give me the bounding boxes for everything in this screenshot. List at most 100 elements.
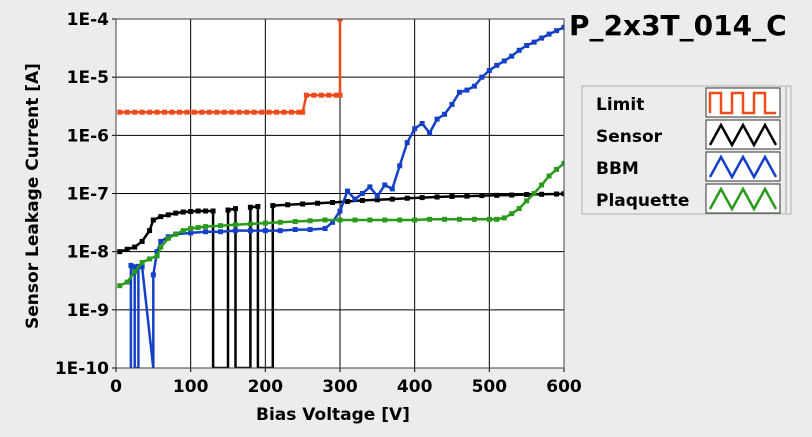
data-point: [232, 222, 238, 228]
data-point: [352, 196, 358, 202]
data-point: [199, 109, 205, 115]
data-point: [494, 216, 500, 222]
data-point: [337, 217, 343, 223]
data-point: [479, 193, 485, 199]
data-point: [154, 249, 160, 255]
data-point: [124, 279, 130, 285]
legend: Limit Sensor BBM Plaquette: [581, 85, 792, 215]
data-point: [307, 218, 313, 224]
data-point: [554, 28, 560, 34]
data-point: [397, 163, 403, 169]
chart-title: P_2x3T_014_C: [569, 9, 787, 42]
data-point: [262, 228, 268, 234]
data-point: [531, 39, 537, 45]
data-point: [255, 203, 261, 209]
data-point: [266, 109, 272, 115]
data-point: [300, 109, 306, 115]
data-point: [281, 109, 287, 115]
data-point: [554, 166, 560, 172]
data-point: [303, 92, 309, 98]
data-point: [333, 92, 339, 98]
data-point: [225, 207, 231, 213]
legend-swatch-line: [708, 154, 778, 180]
data-point: [412, 126, 418, 132]
legend-swatch-line: [708, 91, 776, 115]
data-point: [412, 217, 418, 223]
data-point: [471, 83, 477, 89]
data-point: [147, 228, 153, 234]
data-point: [427, 130, 433, 136]
data-point: [322, 226, 328, 232]
data-point: [479, 74, 485, 80]
data-point: [173, 210, 179, 216]
data-point: [546, 173, 552, 179]
y-tick-label: 1E-10: [55, 359, 109, 379]
plot-frame: [115, 18, 565, 369]
data-point: [456, 89, 462, 95]
data-point: [232, 228, 238, 234]
data-point: [236, 109, 242, 115]
data-point: [214, 109, 220, 115]
data-point: [404, 195, 410, 201]
data-point: [296, 109, 302, 115]
data-point: [247, 221, 253, 227]
y-tick-label: 1E-5: [67, 68, 109, 88]
data-point: [486, 68, 492, 74]
data-point: [337, 92, 343, 98]
data-point: [154, 109, 160, 115]
data-point: [419, 195, 425, 201]
series-layer: [117, 19, 564, 368]
data-point: [449, 193, 455, 199]
x-tick-label: 100: [173, 377, 209, 397]
data-point: [288, 109, 294, 115]
data-point: [382, 182, 388, 188]
data-point: [374, 197, 380, 203]
data-point: [524, 198, 530, 204]
data-point: [147, 109, 153, 115]
data-point: [539, 182, 545, 188]
data-point: [449, 101, 455, 107]
data-point: [165, 212, 171, 218]
data-point: [251, 109, 257, 115]
legend-label-sensor: Sensor: [596, 127, 663, 147]
data-point: [203, 224, 209, 230]
data-point: [322, 217, 328, 223]
x-tick-label: 500: [472, 377, 508, 397]
data-point: [132, 244, 138, 250]
data-point: [195, 208, 201, 214]
data-point: [344, 188, 350, 194]
data-point: [516, 206, 522, 212]
data-point: [337, 19, 343, 22]
data-point: [158, 244, 164, 250]
data-point: [218, 223, 224, 229]
data-point: [546, 31, 552, 37]
data-point: [397, 217, 403, 223]
x-tick-label: 400: [397, 377, 433, 397]
data-point: [374, 193, 380, 199]
data-point: [494, 192, 500, 198]
data-point: [247, 228, 253, 234]
legend-label-plaquette: Plaquette: [596, 191, 689, 211]
data-point: [330, 200, 336, 206]
data-point: [561, 24, 564, 30]
data-point: [150, 217, 156, 223]
data-point: [427, 216, 433, 222]
data-point: [128, 262, 134, 268]
series-sensor: [117, 191, 564, 368]
data-point: [139, 264, 145, 270]
data-point: [180, 209, 186, 215]
data-point: [124, 246, 130, 252]
data-point: [173, 231, 179, 237]
data-point: [561, 191, 564, 197]
data-point: [218, 229, 224, 235]
y-tick-label: 1E-4: [67, 10, 109, 30]
data-point: [442, 111, 448, 117]
data-point: [307, 227, 313, 233]
data-point: [176, 109, 182, 115]
data-point: [191, 109, 197, 115]
data-point: [419, 120, 425, 126]
data-point: [206, 109, 212, 115]
data-point: [516, 47, 522, 53]
data-point: [531, 191, 537, 196]
